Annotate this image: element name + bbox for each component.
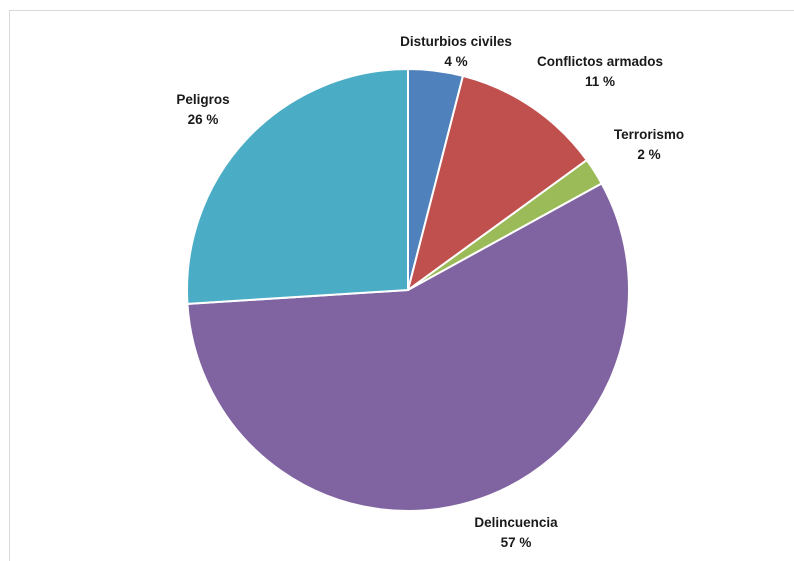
slice-label-terrorismo: Terrorismo xyxy=(614,127,684,142)
slice-value-delincuencia: 57 % xyxy=(501,535,532,550)
slice-value-terrorismo: 2 % xyxy=(637,147,660,162)
slice-value-peligros: 26 % xyxy=(188,112,219,127)
slice-label-peligros: Peligros xyxy=(176,92,229,107)
slice-value-disturbios-civiles: 4 % xyxy=(444,54,467,69)
pie-slice-delincuencia xyxy=(186,182,630,512)
pie-slice-conflictos-armados xyxy=(406,74,589,293)
chart-frame xyxy=(9,10,794,561)
slice-label-conflictos-armados: Conflictos armados xyxy=(537,54,663,69)
slice-label-delincuencia: Delincuencia xyxy=(474,515,558,530)
slice-label-disturbios-civiles: Disturbios civiles xyxy=(400,34,512,49)
pie-slice-peligros xyxy=(186,67,409,305)
slice-value-conflictos-armados: 11 % xyxy=(585,74,615,89)
